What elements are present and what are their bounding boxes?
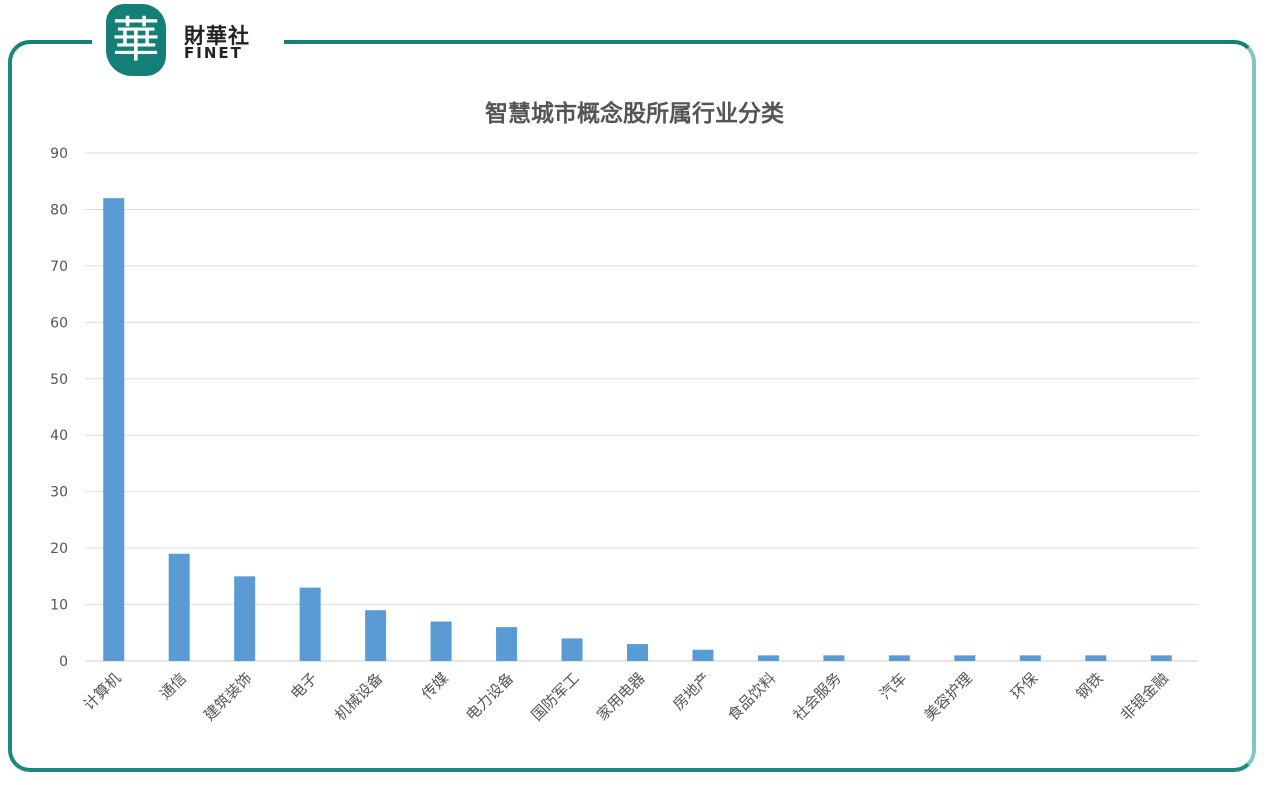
bar (561, 638, 583, 661)
bar (888, 655, 910, 661)
x-tick-label: 钢铁 (1073, 669, 1107, 703)
x-tick-label: 食品饮料 (724, 669, 779, 724)
x-tick-label: 非银金融 (1117, 669, 1172, 724)
bar (1085, 655, 1107, 661)
bar (823, 655, 845, 661)
chart-title: 智慧城市概念股所属行业分类 (485, 101, 784, 127)
x-tick-label: 电子 (287, 669, 321, 703)
y-tick-label: 30 (50, 485, 68, 501)
x-tick-label: 机械设备 (331, 669, 386, 724)
bar (299, 587, 321, 661)
y-tick-label: 10 (50, 598, 68, 614)
x-tick-label: 环保 (1007, 669, 1041, 703)
x-tick-label: 汽车 (876, 669, 910, 703)
x-tick-label: 国防军工 (528, 669, 583, 724)
bar (627, 644, 648, 661)
y-tick-label: 50 (50, 372, 68, 388)
y-tick-label: 90 (50, 146, 68, 162)
x-tick-label: 计算机 (80, 669, 125, 714)
bar (103, 198, 125, 661)
bar (496, 627, 518, 661)
y-tick-label: 20 (50, 541, 68, 557)
bar (168, 553, 190, 661)
x-tick-label: 美容护理 (921, 669, 976, 724)
y-tick-label: 80 (50, 202, 68, 218)
bar (692, 649, 714, 661)
bar (1019, 655, 1041, 661)
x-tick-label: 房地产 (669, 669, 714, 714)
y-tick-label: 40 (50, 428, 68, 444)
brand-name-en: FINET (184, 44, 243, 62)
bar (430, 621, 452, 661)
x-tick-label: 建筑装饰 (200, 669, 255, 724)
y-tick-label: 0 (59, 654, 68, 670)
bar (954, 655, 976, 661)
bar (234, 576, 256, 661)
x-tick-label: 电力设备 (462, 669, 517, 724)
x-tick-label: 社会服务 (790, 669, 845, 724)
finet-logo: 華 (106, 4, 166, 76)
x-tick-label: 通信 (156, 669, 190, 703)
chart-frame (8, 40, 1256, 772)
bar (1150, 655, 1172, 661)
y-tick-label: 70 (50, 259, 68, 275)
brand-name-cn: 財華社 (184, 24, 250, 48)
x-tick-label: 传媒 (418, 669, 452, 703)
y-tick-label: 60 (50, 315, 68, 331)
bar (757, 655, 779, 661)
bar (365, 610, 387, 661)
x-tick-label: 家用电器 (593, 669, 648, 724)
